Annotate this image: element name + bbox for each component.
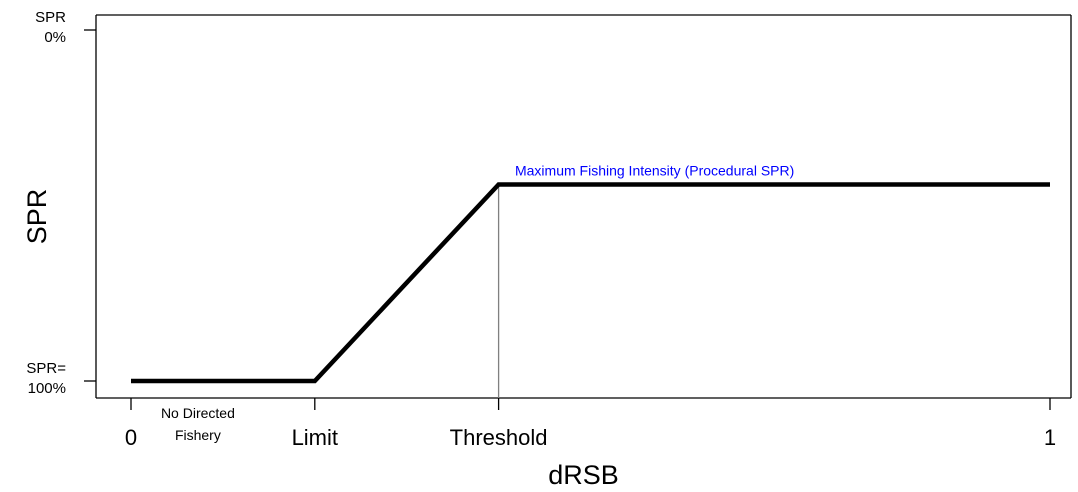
no-directed-fishery-label-line1: No Directed — [161, 405, 235, 421]
x-axis-ticks: 0 Limit Threshold 1 — [125, 398, 1056, 450]
annotations: Maximum Fishing Intensity (Procedural SP… — [161, 162, 794, 443]
x-tick-label: 0 — [125, 425, 137, 450]
y-axis-ticks: SPR 0% SPR= 100% — [26, 9, 96, 397]
series-layer — [131, 182, 1050, 384]
x-tick-label: Limit — [292, 425, 338, 450]
y-tick-label-line2: 100% — [28, 380, 66, 397]
max-fishing-intensity-label: Maximum Fishing Intensity (Procedural SP… — [515, 162, 794, 178]
x-tick-label: 1 — [1044, 425, 1056, 450]
x-axis-title: dRSB — [548, 460, 619, 490]
y-tick-label-line2: 0% — [44, 29, 66, 46]
no-directed-fishery-label-line2: Fishery — [175, 427, 221, 443]
plot-frame — [95, 14, 1072, 399]
harvest-control-rule-line — [131, 182, 1050, 384]
y-tick-label-line1: SPR — [35, 9, 66, 26]
x-tick-label: Threshold — [450, 425, 548, 450]
y-tick-label-line1: SPR= — [26, 360, 66, 377]
y-axis-title: SPR — [22, 189, 52, 245]
